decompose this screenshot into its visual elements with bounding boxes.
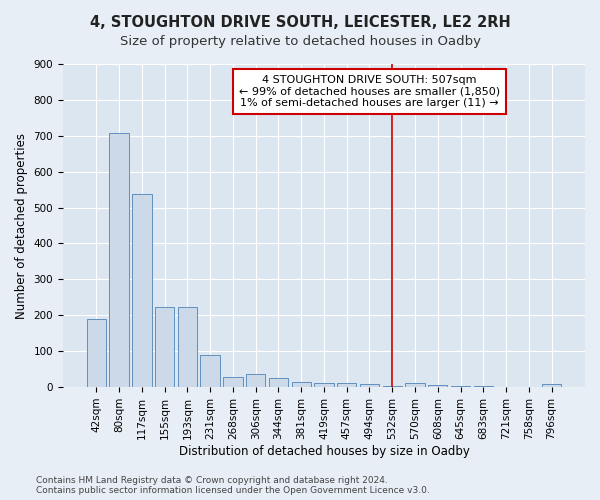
Bar — [178, 306, 197, 387]
Bar — [109, 134, 129, 387]
Bar — [337, 383, 356, 387]
Text: Size of property relative to detached houses in Oadby: Size of property relative to detached ho… — [119, 35, 481, 48]
Bar — [383, 386, 402, 387]
Bar — [428, 384, 448, 387]
Bar — [360, 384, 379, 387]
Bar — [155, 306, 174, 387]
Text: 4, STOUGHTON DRIVE SOUTH, LEICESTER, LE2 2RH: 4, STOUGHTON DRIVE SOUTH, LEICESTER, LE2… — [89, 15, 511, 30]
Bar — [542, 384, 561, 387]
X-axis label: Distribution of detached houses by size in Oadby: Distribution of detached houses by size … — [179, 444, 469, 458]
Bar — [314, 383, 334, 387]
Text: Contains HM Land Registry data © Crown copyright and database right 2024.
Contai: Contains HM Land Registry data © Crown c… — [36, 476, 430, 495]
Bar — [451, 386, 470, 387]
Text: 4 STOUGHTON DRIVE SOUTH: 507sqm
← 99% of detached houses are smaller (1,850)
1% : 4 STOUGHTON DRIVE SOUTH: 507sqm ← 99% of… — [239, 75, 500, 108]
Bar — [406, 383, 425, 387]
Bar — [132, 194, 152, 387]
Y-axis label: Number of detached properties: Number of detached properties — [15, 132, 28, 318]
Bar — [292, 382, 311, 387]
Bar — [86, 319, 106, 387]
Bar — [473, 386, 493, 387]
Bar — [200, 355, 220, 387]
Bar — [269, 378, 288, 387]
Bar — [223, 378, 242, 387]
Bar — [246, 374, 265, 387]
